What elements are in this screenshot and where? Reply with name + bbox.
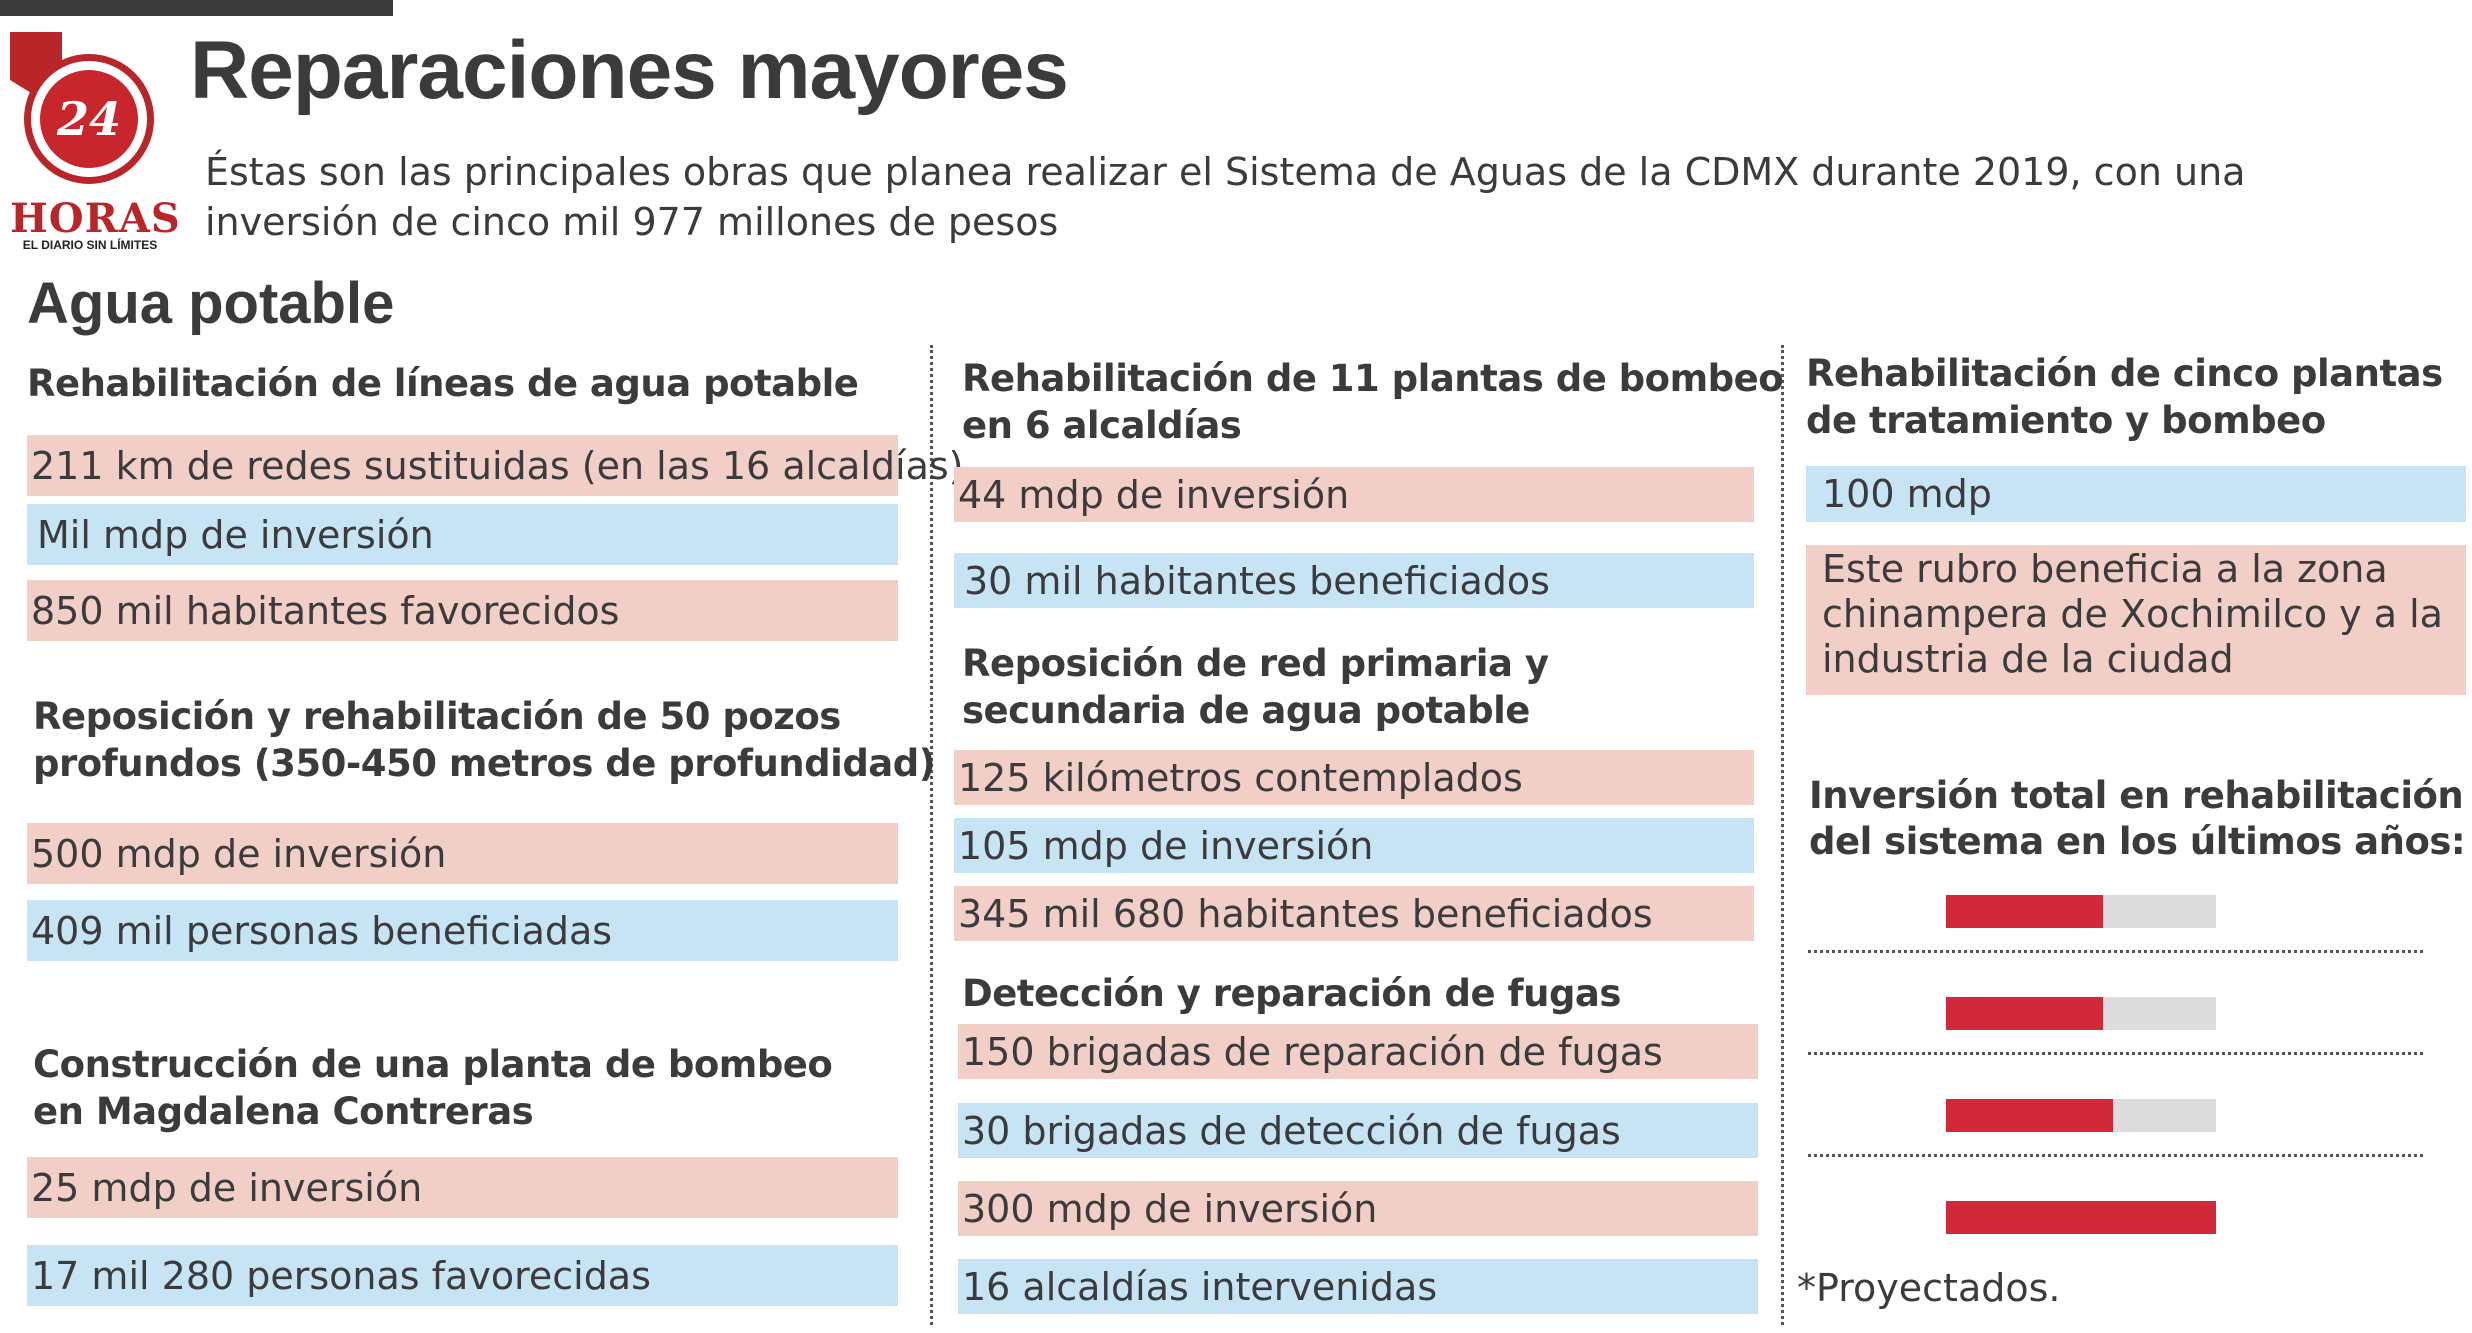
page-title: Reparaciones mayores	[190, 25, 1069, 116]
chart-heading-2: del sistema en los últimos años:	[1809, 820, 2466, 863]
logo-number: 24	[56, 92, 121, 146]
bar	[1946, 997, 2103, 1030]
heading-plantas-bombeo: Rehabilitación de 11 plantas de bombeo	[962, 357, 1784, 400]
bar-track	[1946, 1099, 2216, 1132]
logo-tagline: EL DIARIO SIN LÍMITES	[22, 238, 158, 252]
info-row: 100 mdp	[1806, 466, 2466, 522]
info-row: 105 mdp de inversión	[954, 818, 1754, 873]
row-separator	[1808, 1052, 2423, 1055]
info-row: 44 mdp de inversión	[954, 467, 1754, 522]
info-row: 25 mdp de inversión	[27, 1157, 898, 1218]
heading-pozos-2: profundos (350-450 metros de profundidad…	[33, 742, 936, 785]
heading-tratamiento: Rehabilitación de cinco plantas	[1806, 352, 2443, 395]
row-separator	[1808, 950, 2423, 953]
top-rule	[0, 0, 393, 16]
column-divider-1	[930, 345, 933, 1325]
heading-fugas: Detección y reparación de fugas	[962, 972, 1621, 1015]
chart-heading: Inversión total en rehabilitación	[1809, 774, 2464, 817]
heading-bombeo-contreras-2: en Magdalena Contreras	[33, 1090, 534, 1133]
logo-wordmark: HORAS	[10, 195, 181, 242]
heading-pozos: Reposición y rehabilitación de 50 pozos	[33, 695, 841, 738]
heading-plantas-bombeo-2: en 6 alcaldías	[962, 404, 1242, 447]
heading-lineas: Rehabilitación de líneas de agua potable	[27, 362, 859, 405]
info-row: 211 km de redes sustituidas (en las 16 a…	[27, 435, 963, 496]
section-title: Agua potable	[27, 271, 395, 336]
info-row: 150 brigadas de reparación de fugas	[958, 1024, 1758, 1079]
info-row: 16 alcaldías intervenidas	[958, 1259, 1758, 1314]
info-row: 500 mdp de inversión	[27, 823, 898, 884]
heading-tratamiento-2: de tratamiento y bombeo	[1806, 399, 2326, 442]
info-row: 850 mil habitantes favorecidos	[27, 580, 898, 641]
heading-red-primaria: Reposición de red primaria y	[962, 642, 1549, 685]
heading-bombeo-contreras: Construcción de una planta de bombeo	[33, 1043, 833, 1086]
bar	[1946, 895, 2103, 928]
info-row: 345 mil 680 habitantes beneficiados	[954, 886, 1754, 941]
bar-track	[1946, 895, 2216, 928]
info-row: 17 mil 280 personas favorecidas	[27, 1245, 898, 1306]
bar	[1946, 1201, 2216, 1234]
brand-logo: 24 HORAS EL DIARIO SIN LÍMITES	[10, 32, 181, 257]
info-block: Este rubro beneficia a la zona chinamper…	[1806, 545, 2466, 695]
bar	[1946, 1099, 2114, 1132]
page-subtitle: Éstas son las principales obras que plan…	[205, 150, 2246, 244]
bar-track	[1946, 997, 2216, 1030]
column-divider-2	[1781, 345, 1784, 1325]
logo-badge: 24	[40, 70, 138, 168]
info-row: 30 mil habitantes beneficiados	[954, 553, 1754, 608]
heading-red-primaria-2: secundaria de agua potable	[962, 689, 1530, 732]
info-row: 30 brigadas de detección de fugas	[958, 1103, 1758, 1158]
bar-track	[1946, 1201, 2216, 1234]
info-row: 409 mil personas beneficiadas	[27, 900, 898, 961]
footnote: *Proyectados.	[1797, 1266, 2061, 1310]
investment-bar-chart	[1806, 895, 2426, 1255]
info-row: 125 kilómetros contemplados	[954, 750, 1754, 805]
info-row: 300 mdp de inversión	[958, 1181, 1758, 1236]
row-separator	[1808, 1154, 2423, 1157]
info-row: Mil mdp de inversión	[27, 504, 898, 565]
